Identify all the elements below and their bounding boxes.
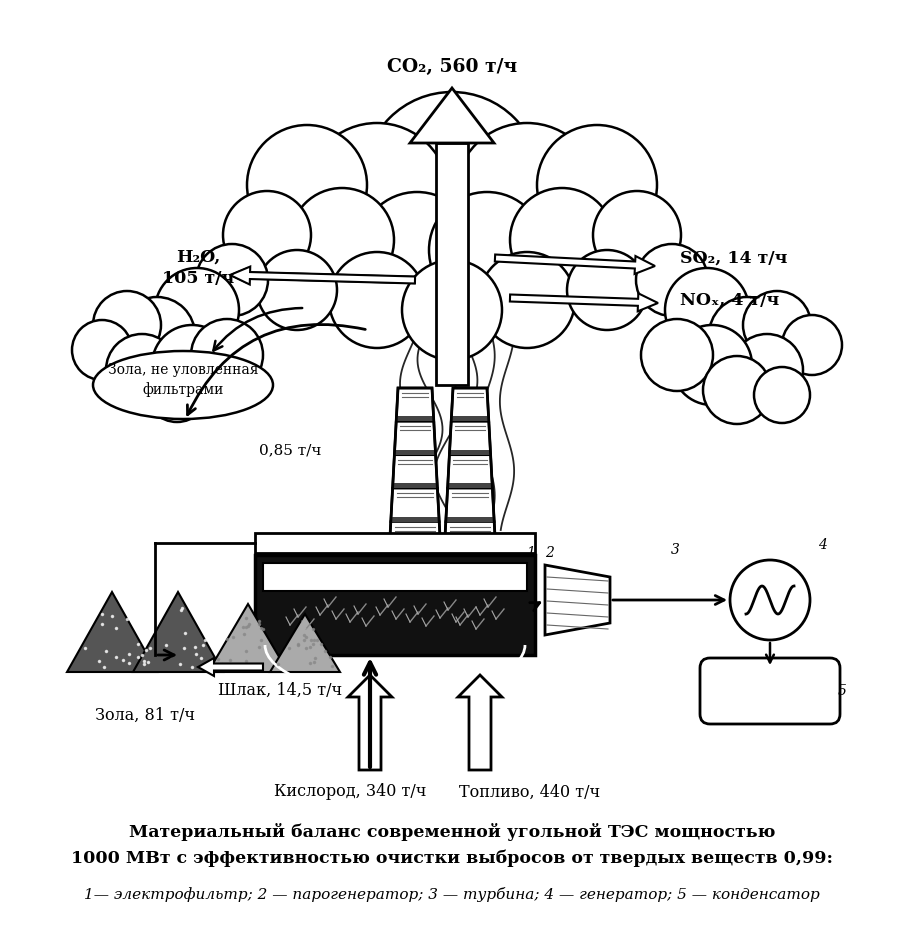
Text: CO₂, 560 т/ч: CO₂, 560 т/ч (386, 58, 517, 76)
Polygon shape (445, 517, 494, 521)
FancyArrow shape (458, 675, 501, 770)
Text: SO₂, 14 т/ч: SO₂, 14 т/ч (679, 250, 787, 267)
Circle shape (72, 320, 132, 380)
Polygon shape (445, 489, 494, 521)
FancyArrow shape (198, 658, 263, 676)
Polygon shape (208, 604, 288, 672)
Circle shape (509, 188, 613, 292)
Circle shape (708, 297, 784, 373)
Polygon shape (133, 592, 223, 672)
Text: Зола, не уловленная
фильтрами: Зола, не уловленная фильтрами (107, 363, 258, 397)
Text: 5: 5 (837, 684, 845, 698)
Polygon shape (394, 421, 435, 455)
Circle shape (358, 192, 474, 308)
Circle shape (479, 252, 574, 348)
Bar (263, 563, 526, 591)
Bar (255, 533, 535, 553)
Text: 1— электрофильтр; 2 — парогенератор; 3 — турбина; 4 — генератор; 5 — конденсатор: 1— электрофильтр; 2 — парогенератор; 3 —… (84, 887, 819, 902)
Circle shape (364, 92, 539, 268)
Circle shape (152, 325, 232, 405)
Circle shape (223, 191, 311, 279)
Circle shape (640, 319, 712, 391)
Circle shape (665, 268, 749, 352)
Polygon shape (390, 517, 439, 521)
Polygon shape (396, 388, 433, 421)
Circle shape (119, 297, 195, 373)
FancyArrow shape (494, 255, 655, 274)
Circle shape (636, 244, 707, 316)
Circle shape (256, 250, 337, 330)
Polygon shape (67, 592, 157, 672)
Polygon shape (270, 614, 340, 672)
Polygon shape (388, 550, 441, 555)
Polygon shape (392, 483, 437, 489)
Circle shape (154, 268, 238, 352)
Circle shape (781, 315, 841, 375)
Text: Шлак, 14,5 т/ч: Шлак, 14,5 т/ч (218, 681, 341, 698)
Ellipse shape (93, 351, 273, 419)
Text: 3: 3 (670, 543, 679, 557)
Polygon shape (396, 417, 433, 421)
Polygon shape (390, 489, 439, 521)
FancyArrow shape (229, 268, 414, 284)
Circle shape (191, 319, 263, 391)
Circle shape (742, 291, 810, 359)
Circle shape (566, 250, 647, 330)
Text: 1000 МВт с эффективностью очистки выбросов от твердых веществ 0,99:: 1000 МВт с эффективностью очистки выброс… (71, 849, 832, 867)
FancyArrow shape (509, 293, 657, 312)
Circle shape (536, 125, 656, 245)
Polygon shape (449, 450, 490, 455)
Polygon shape (545, 565, 610, 635)
Polygon shape (443, 521, 496, 555)
Polygon shape (449, 421, 490, 455)
Polygon shape (447, 483, 492, 489)
Polygon shape (392, 455, 437, 489)
FancyArrow shape (229, 267, 414, 285)
Text: Кислород, 340 т/ч: Кислород, 340 т/ч (274, 783, 425, 800)
Circle shape (290, 188, 394, 292)
Circle shape (429, 192, 545, 308)
Circle shape (106, 334, 178, 406)
Bar (435, 143, 468, 385)
Text: Зола, 81 т/ч: Зола, 81 т/ч (95, 707, 195, 724)
Circle shape (731, 334, 802, 406)
Polygon shape (443, 550, 496, 555)
Text: 2: 2 (545, 546, 554, 560)
Circle shape (304, 123, 449, 267)
Text: H₂O,
105 т/ч: H₂O, 105 т/ч (162, 249, 234, 287)
Circle shape (329, 252, 424, 348)
Circle shape (730, 560, 809, 640)
FancyBboxPatch shape (699, 658, 839, 724)
Text: NOₓ, 4 т/ч: NOₓ, 4 т/ч (679, 291, 778, 309)
Circle shape (753, 367, 809, 423)
Polygon shape (447, 455, 492, 489)
Bar (255, 555, 535, 655)
Polygon shape (394, 450, 435, 455)
FancyArrow shape (348, 675, 392, 770)
Circle shape (247, 125, 367, 245)
Polygon shape (410, 88, 493, 143)
Text: 0,85 т/ч: 0,85 т/ч (258, 443, 321, 457)
Circle shape (703, 356, 770, 424)
Circle shape (93, 291, 161, 359)
Bar (263, 595, 526, 647)
Circle shape (196, 244, 267, 316)
Polygon shape (388, 521, 441, 555)
Circle shape (671, 325, 751, 405)
Circle shape (144, 358, 209, 422)
Text: Материальный баланс современной угольной ТЭС мощностью: Материальный баланс современной угольной… (128, 823, 775, 841)
Polygon shape (451, 417, 489, 421)
Text: 1: 1 (525, 546, 534, 560)
Polygon shape (451, 388, 489, 421)
Circle shape (454, 123, 599, 267)
Text: 4: 4 (816, 538, 825, 552)
Text: Топливо, 440 т/ч: Топливо, 440 т/ч (459, 783, 600, 800)
Circle shape (592, 191, 680, 279)
Circle shape (402, 260, 501, 360)
